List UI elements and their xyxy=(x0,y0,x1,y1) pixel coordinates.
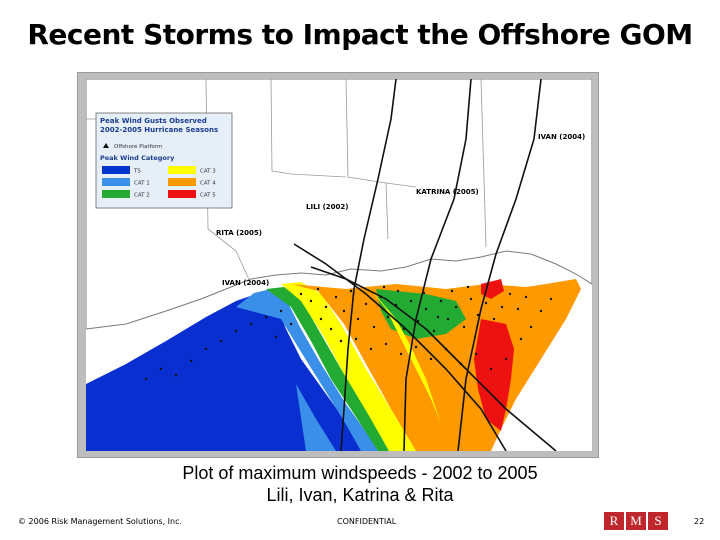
storm-labels: IVAN (2004) KATRINA (2005) LILI (2002) R… xyxy=(216,133,585,287)
legend-label-cat4: CAT 4 xyxy=(200,181,216,187)
logo-letter-s: S xyxy=(648,512,668,530)
legend-title-line2: 2002-2005 Hurricane Seasons xyxy=(100,126,218,134)
coastline xyxy=(86,79,592,330)
track-katrina xyxy=(403,79,472,451)
map-legend: Peak Wind Gusts Observed 2002-2005 Hurri… xyxy=(95,112,233,209)
label-lili: LILI (2002) xyxy=(306,203,348,211)
legend-swatch-cat3 xyxy=(168,166,196,174)
legend-label-cat5: CAT 5 xyxy=(200,193,216,199)
track-ivan xyxy=(457,79,542,451)
rms-logo: R M S xyxy=(604,512,670,530)
legend-swatch-ts xyxy=(102,166,130,174)
slide-title: Recent Storms to Impact the Offshore GOM xyxy=(27,18,693,51)
wind-swath xyxy=(86,279,581,451)
label-ivan-east: IVAN (2004) xyxy=(538,133,585,141)
track-ivan-west xyxy=(310,266,557,451)
wind-map: IVAN (2004) KATRINA (2005) LILI (2002) R… xyxy=(86,79,592,451)
legend-platform-label: Offshore Platform xyxy=(114,144,162,150)
label-katrina: KATRINA (2005) xyxy=(416,188,479,196)
legend-swatch-cat2 xyxy=(102,190,130,198)
footer-copyright: © 2006 Risk Management Solutions, Inc. xyxy=(18,517,183,526)
legend-label-cat3: CAT 3 xyxy=(200,169,216,175)
platform-triangle-icon xyxy=(103,143,109,148)
logo-letter-r: R xyxy=(604,512,624,530)
legend-category-heading: Peak Wind Category xyxy=(100,154,175,162)
legend-swatch-cat1 xyxy=(102,178,130,186)
legend-label-cat2: CAT 2 xyxy=(134,193,150,199)
legend-label-cat1: CAT 1 xyxy=(134,181,150,187)
page-number: 22 xyxy=(694,517,705,526)
logo-letter-m: M xyxy=(626,512,646,530)
track-rita xyxy=(293,243,507,451)
storm-tracks xyxy=(293,79,557,451)
legend-swatch-cat5 xyxy=(168,190,196,198)
label-ivan-west: IVAN (2004) xyxy=(222,279,269,287)
legend-title-line1: Peak Wind Gusts Observed xyxy=(100,117,207,125)
label-rita: RITA (2005) xyxy=(216,229,262,237)
caption-line-2: Lili, Ivan, Katrina & Rita xyxy=(266,485,454,505)
caption-line-1: Plot of maximum windspeeds - 2002 to 200… xyxy=(182,463,538,483)
map-caption: Plot of maximum windspeeds - 2002 to 200… xyxy=(80,462,640,506)
map-frame: IVAN (2004) KATRINA (2005) LILI (2002) R… xyxy=(77,72,599,458)
track-lili xyxy=(340,79,397,451)
legend-label-ts: TS xyxy=(133,169,141,175)
footer-confidential: CONFIDENTIAL xyxy=(337,517,397,526)
legend-swatch-cat4 xyxy=(168,178,196,186)
